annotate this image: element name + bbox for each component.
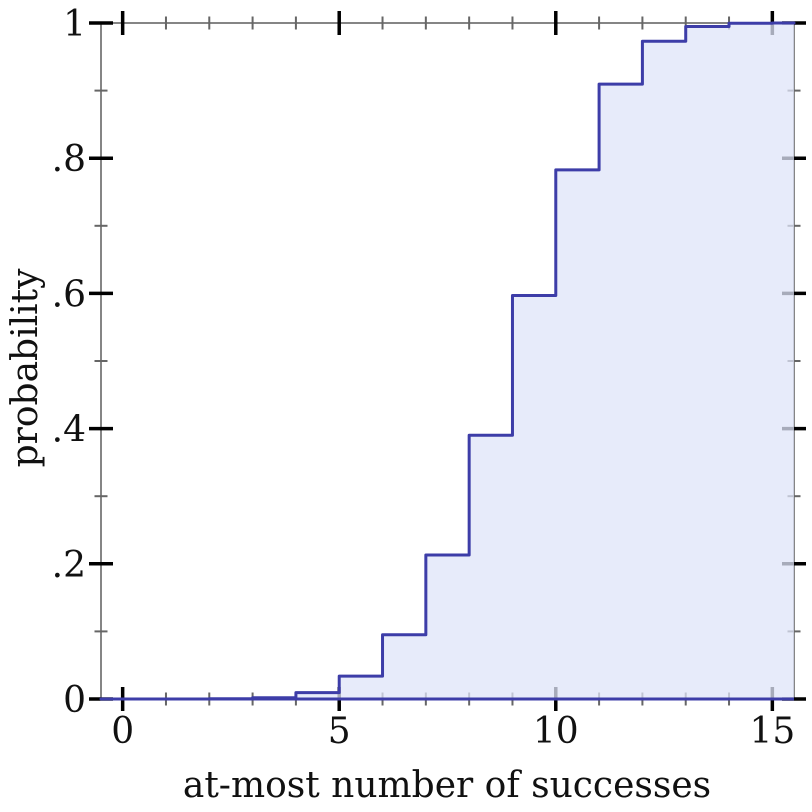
x-tick-label: 10 xyxy=(533,711,579,752)
y-tick-label: .2 xyxy=(52,545,86,586)
cdf-fill-area xyxy=(101,23,794,699)
y-tick-label: 1 xyxy=(63,4,86,45)
y-axis-label: probability xyxy=(5,268,46,467)
cdf-step-line xyxy=(99,21,796,701)
y-tick-label: .8 xyxy=(52,139,86,180)
tick-labels: 0 5 10 15 0 .2 .4 .6 .8 1 xyxy=(52,4,796,752)
cdf-area-series xyxy=(99,21,796,701)
x-tick-label: 15 xyxy=(749,711,795,752)
y-tick-label: 0 xyxy=(63,680,86,721)
x-axis-label: at-most number of successes xyxy=(183,765,711,806)
x-tick-label: 5 xyxy=(328,711,351,752)
x-tick-label: 0 xyxy=(111,711,134,752)
y-tick-label: .4 xyxy=(52,410,86,451)
y-tick-label: .6 xyxy=(52,274,86,315)
